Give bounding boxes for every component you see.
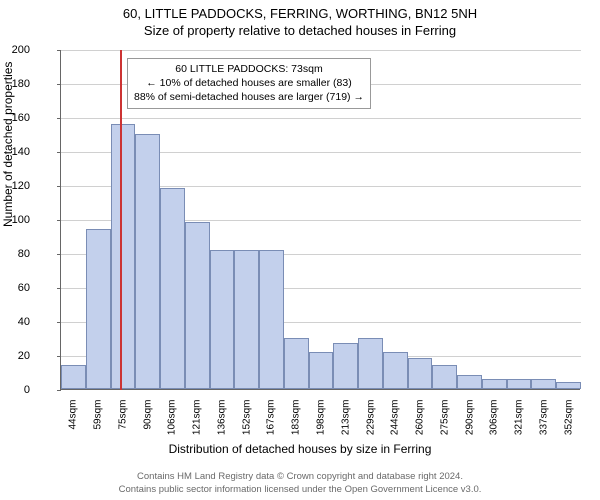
histogram-bar	[556, 382, 581, 389]
ytick-mark	[57, 220, 61, 221]
xtick-label: 59sqm	[93, 400, 104, 445]
histogram-bar	[259, 250, 284, 389]
annotation-line-3: 88% of semi-detached houses are larger (…	[134, 90, 364, 104]
xtick-label: 44sqm	[68, 400, 79, 445]
ytick-label: 20	[0, 350, 30, 362]
histogram-bar	[234, 250, 259, 389]
xtick-label: 337sqm	[538, 400, 549, 445]
ytick-label: 60	[0, 282, 30, 294]
annotation-box: 60 LITTLE PADDOCKS: 73sqm← 10% of detach…	[127, 58, 371, 109]
ytick-label: 180	[0, 78, 30, 90]
histogram-bar	[284, 338, 309, 389]
chart-area: 44sqm59sqm75sqm90sqm106sqm121sqm136sqm15…	[60, 50, 580, 390]
ytick-label: 0	[0, 384, 30, 396]
gridline	[61, 118, 581, 119]
xtick-label: 121sqm	[192, 400, 203, 445]
histogram-bar	[507, 379, 532, 389]
ytick-mark	[57, 50, 61, 51]
xtick-label: 75sqm	[117, 400, 128, 445]
gridline	[61, 50, 581, 51]
ytick-label: 140	[0, 146, 30, 158]
histogram-bar	[482, 379, 507, 389]
ytick-label: 80	[0, 248, 30, 260]
histogram-bar	[309, 352, 334, 389]
ytick-mark	[57, 118, 61, 119]
xtick-label: 290sqm	[464, 400, 475, 445]
histogram-bar	[135, 134, 160, 389]
xtick-label: 90sqm	[142, 400, 153, 445]
histogram-bar	[333, 343, 358, 389]
ytick-label: 200	[0, 44, 30, 56]
xtick-label: 106sqm	[167, 400, 178, 445]
xtick-label: 321sqm	[514, 400, 525, 445]
xtick-label: 136sqm	[216, 400, 227, 445]
xtick-label: 198sqm	[316, 400, 327, 445]
xtick-label: 352sqm	[563, 400, 574, 445]
ytick-label: 120	[0, 180, 30, 192]
xtick-label: 167sqm	[266, 400, 277, 445]
footer: Contains HM Land Registry data © Crown c…	[0, 471, 600, 496]
xtick-label: 213sqm	[340, 400, 351, 445]
annotation-line-1: 60 LITTLE PADDOCKS: 73sqm	[134, 62, 364, 76]
histogram-bar	[210, 250, 235, 389]
xtick-label: 152sqm	[241, 400, 252, 445]
histogram-bar	[408, 358, 433, 389]
xtick-label: 229sqm	[365, 400, 376, 445]
histogram-bar	[86, 229, 111, 389]
ytick-mark	[57, 254, 61, 255]
histogram-bar	[531, 379, 556, 389]
xtick-label: 275sqm	[439, 400, 450, 445]
footer-line-1: Contains HM Land Registry data © Crown c…	[0, 471, 600, 483]
plot-region: 44sqm59sqm75sqm90sqm106sqm121sqm136sqm15…	[60, 50, 580, 390]
title-line-2: Size of property relative to detached ho…	[0, 21, 600, 38]
histogram-bar	[185, 222, 210, 389]
ytick-mark	[57, 288, 61, 289]
x-axis-label: Distribution of detached houses by size …	[0, 442, 600, 456]
xtick-label: 260sqm	[415, 400, 426, 445]
property-marker-line	[120, 50, 122, 390]
ytick-label: 100	[0, 214, 30, 226]
xtick-label: 183sqm	[291, 400, 302, 445]
ytick-mark	[57, 390, 61, 391]
histogram-bar	[432, 365, 457, 389]
ytick-mark	[57, 322, 61, 323]
histogram-bar	[111, 124, 136, 389]
title-line-1: 60, LITTLE PADDOCKS, FERRING, WORTHING, …	[0, 0, 600, 21]
ytick-mark	[57, 152, 61, 153]
ytick-label: 40	[0, 316, 30, 328]
xtick-label: 244sqm	[390, 400, 401, 445]
ytick-mark	[57, 186, 61, 187]
ytick-label: 160	[0, 112, 30, 124]
histogram-bar	[61, 365, 86, 389]
xtick-label: 306sqm	[489, 400, 500, 445]
histogram-bar	[457, 375, 482, 389]
histogram-bar	[358, 338, 383, 389]
ytick-mark	[57, 356, 61, 357]
footer-line-2: Contains public sector information licen…	[0, 484, 600, 496]
histogram-bar	[383, 352, 408, 389]
ytick-mark	[57, 84, 61, 85]
annotation-line-2: ← 10% of detached houses are smaller (83…	[134, 76, 364, 90]
histogram-bar	[160, 188, 185, 389]
